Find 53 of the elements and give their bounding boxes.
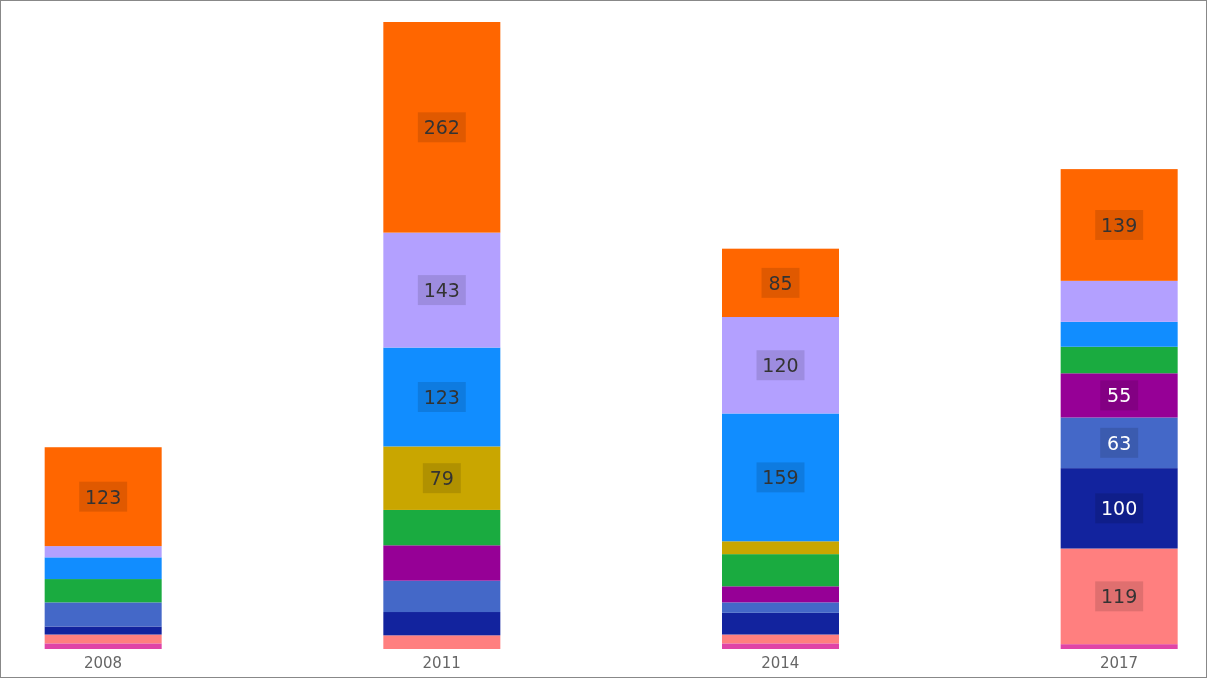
bar <box>722 317 839 414</box>
data-label: 139 <box>1101 213 1138 236</box>
bar <box>44 557 162 580</box>
x-tick-label: 2011 <box>422 653 461 672</box>
bar <box>44 626 162 635</box>
bar <box>44 602 162 627</box>
data-label: 159 <box>762 466 799 489</box>
bar <box>44 579 162 603</box>
x-tick-label: 2008 <box>83 653 123 672</box>
bar <box>383 446 501 510</box>
data-label: 262 <box>423 116 460 139</box>
data-label: 123 <box>85 485 122 508</box>
bar <box>1060 169 1178 281</box>
x-tick-label: 2017 <box>1099 653 1139 672</box>
bar <box>383 22 501 233</box>
data-label: 143 <box>423 279 460 302</box>
bar <box>722 413 839 542</box>
bar <box>383 580 501 613</box>
bar <box>383 509 501 546</box>
bar <box>722 554 839 587</box>
bar <box>1060 280 1178 322</box>
bar <box>383 347 501 447</box>
bar <box>383 612 501 636</box>
bar <box>722 643 839 649</box>
data-label: 63 <box>1107 431 1132 454</box>
bar <box>44 643 162 649</box>
bar <box>1060 417 1178 469</box>
bar <box>1060 346 1178 374</box>
data-label: 119 <box>1101 585 1138 608</box>
bar <box>722 586 839 603</box>
bar <box>383 635 501 649</box>
data-label: 85 <box>768 271 793 294</box>
data-label: 123 <box>423 385 460 408</box>
bar <box>1060 373 1178 418</box>
bar <box>383 545 501 581</box>
bar <box>1060 468 1178 549</box>
bar <box>44 447 162 547</box>
x-tick-label: 2014 <box>761 653 800 672</box>
data-label: 55 <box>1107 384 1132 407</box>
bar <box>722 612 839 635</box>
bar <box>44 634 162 644</box>
bar <box>44 546 162 558</box>
bar <box>722 541 839 555</box>
data-label: 100 <box>1101 497 1138 520</box>
bar <box>1060 548 1178 645</box>
bar <box>722 248 839 318</box>
bar <box>1060 321 1178 347</box>
bar <box>383 232 501 348</box>
bar <box>722 634 839 644</box>
bar <box>1060 644 1178 649</box>
data-label: 120 <box>762 354 799 377</box>
data-label: 79 <box>429 467 454 490</box>
bar <box>722 602 839 613</box>
